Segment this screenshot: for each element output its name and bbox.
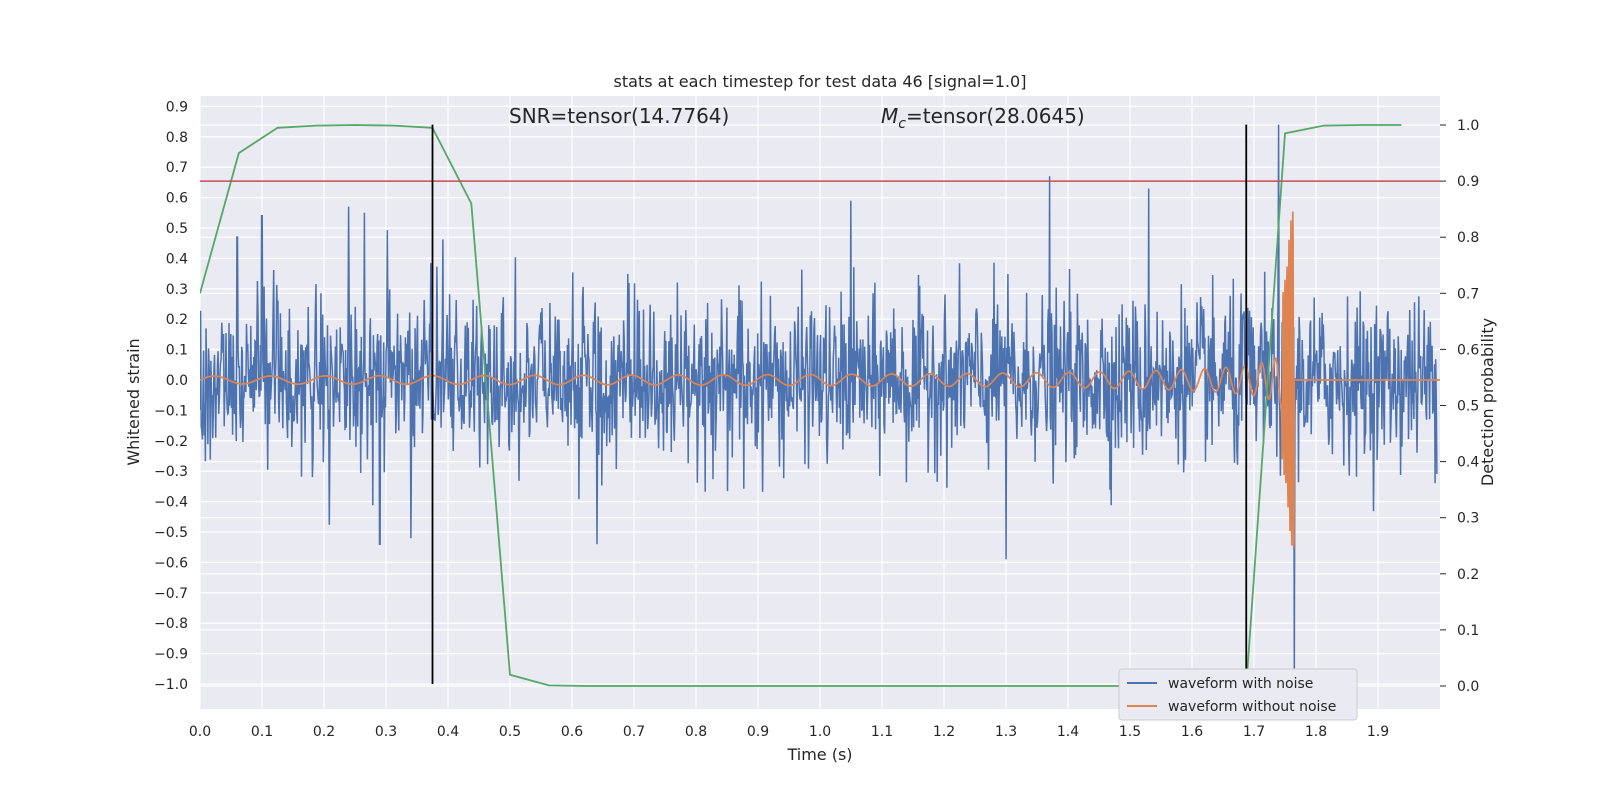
y-tick-label: −0.4 [154, 495, 188, 511]
y-tick-label: −0.2 [154, 434, 188, 450]
y-tick-label: −0.8 [154, 616, 188, 632]
y2-tick-labels: 1.0 0.9 0.8 0.7 0.6 0.5 0.4 0.3 0.2 0.1 0.0 [1440, 118, 1479, 695]
y-tick-label: 0.7 [166, 160, 188, 176]
x-tick-label: 0.5 [499, 724, 521, 740]
x-tick-label: 0.0 [189, 724, 211, 740]
y-tick-label: 0.3 [166, 282, 188, 298]
x-tick-label: 1.9 [1367, 724, 1389, 740]
y-tick-label: 0.8 [166, 130, 188, 146]
y-tick-label: 0.1 [166, 343, 188, 359]
y-tick-label: −0.9 [154, 647, 188, 663]
x-tick-label: 1.6 [1181, 724, 1203, 740]
y2-tick-label: 0.2 [1457, 567, 1479, 583]
y-tick-label: 0.9 [166, 99, 188, 115]
y2-tick-label: 0.1 [1457, 623, 1479, 639]
y2-tick-label: 0.5 [1457, 399, 1479, 415]
x-tick-label: 0.6 [561, 724, 583, 740]
x-tick-labels: 0.0 0.1 0.2 0.3 0.4 0.5 0.6 0.7 0.8 0.9 1.0 1.1 1.2 1… [189, 724, 1389, 740]
y2-tick-label: 0.4 [1457, 455, 1479, 471]
x-tick-label: 0.3 [375, 724, 397, 740]
legend: waveform with noise waveform without noi… [1118, 668, 1358, 721]
y-tick-label: 0.6 [166, 191, 188, 207]
chirp-mass-value: =tensor(28.0645) [906, 104, 1085, 128]
x-tick-label: 1.7 [1243, 724, 1265, 740]
y2-tick-label: 0.3 [1457, 511, 1479, 527]
chirp-mass-subscript: c [898, 116, 906, 132]
chirp-mass-annotation: Mc=tensor(28.0645) [881, 104, 1085, 132]
y-tick-label: −1.0 [154, 677, 188, 693]
y2-tick-label: 1.0 [1457, 118, 1479, 134]
y-axis-label: Whitened strain [124, 338, 143, 465]
y-tick-labels: 0.9 0.8 0.7 0.6 0.5 0.4 0.3 0.2 0.1 0.0 −0.1 −0.2 −0… [154, 99, 188, 693]
x-tick-label: 1.2 [933, 724, 955, 740]
y-tick-label: 0.2 [166, 312, 188, 328]
x-tick-label: 1.5 [1119, 724, 1141, 740]
series-detection-probability [200, 124, 1402, 687]
series-waveform-without-noise [200, 211, 1440, 549]
x-tick-label: 1.1 [871, 724, 893, 740]
y-tick-label: 0.5 [166, 221, 188, 237]
y-tick-label: 0.0 [166, 373, 188, 389]
y2-axis-label: Detection probability [1478, 318, 1497, 486]
x-tick-label: 1.3 [995, 724, 1017, 740]
x-tick-label: 0.4 [437, 724, 459, 740]
x-tick-label: 0.1 [251, 724, 273, 740]
x-tick-label: 0.2 [313, 724, 335, 740]
x-tick-label: 0.9 [747, 724, 769, 740]
series-waveform-with-noise [200, 124, 1438, 685]
y-tick-label: −0.7 [154, 586, 188, 602]
x-tick-label: 0.7 [623, 724, 645, 740]
chirp-mass-symbol: M [881, 104, 898, 128]
y-tick-label: 0.4 [166, 251, 188, 267]
legend-box [1118, 668, 1358, 721]
chart-title: stats at each timestep for test data 46 … [614, 72, 1027, 91]
y-tick-label: −0.5 [154, 525, 188, 541]
x-tick-label: 1.4 [1057, 724, 1079, 740]
x-tick-label: 1.0 [809, 724, 831, 740]
y2-tick-label: 0.6 [1457, 342, 1479, 358]
y-tick-label: −0.1 [154, 403, 188, 419]
x-tick-label: 0.8 [685, 724, 707, 740]
legend-label-clean: waveform without noise [1168, 699, 1336, 715]
y2-tick-label: 0.8 [1457, 230, 1479, 246]
y2-tick-label: 0.9 [1457, 174, 1479, 190]
y-tick-label: −0.3 [154, 464, 188, 480]
legend-label-noise: waveform with noise [1168, 676, 1313, 692]
snr-annotation: SNR=tensor(14.7764) [509, 104, 729, 128]
x-axis-label: Time (s) [786, 745, 852, 764]
x-tick-label: 1.8 [1305, 724, 1327, 740]
y-tick-label: −0.6 [154, 555, 188, 571]
y2-tick-label: 0.0 [1457, 679, 1479, 695]
y2-tick-label: 0.7 [1457, 286, 1479, 302]
